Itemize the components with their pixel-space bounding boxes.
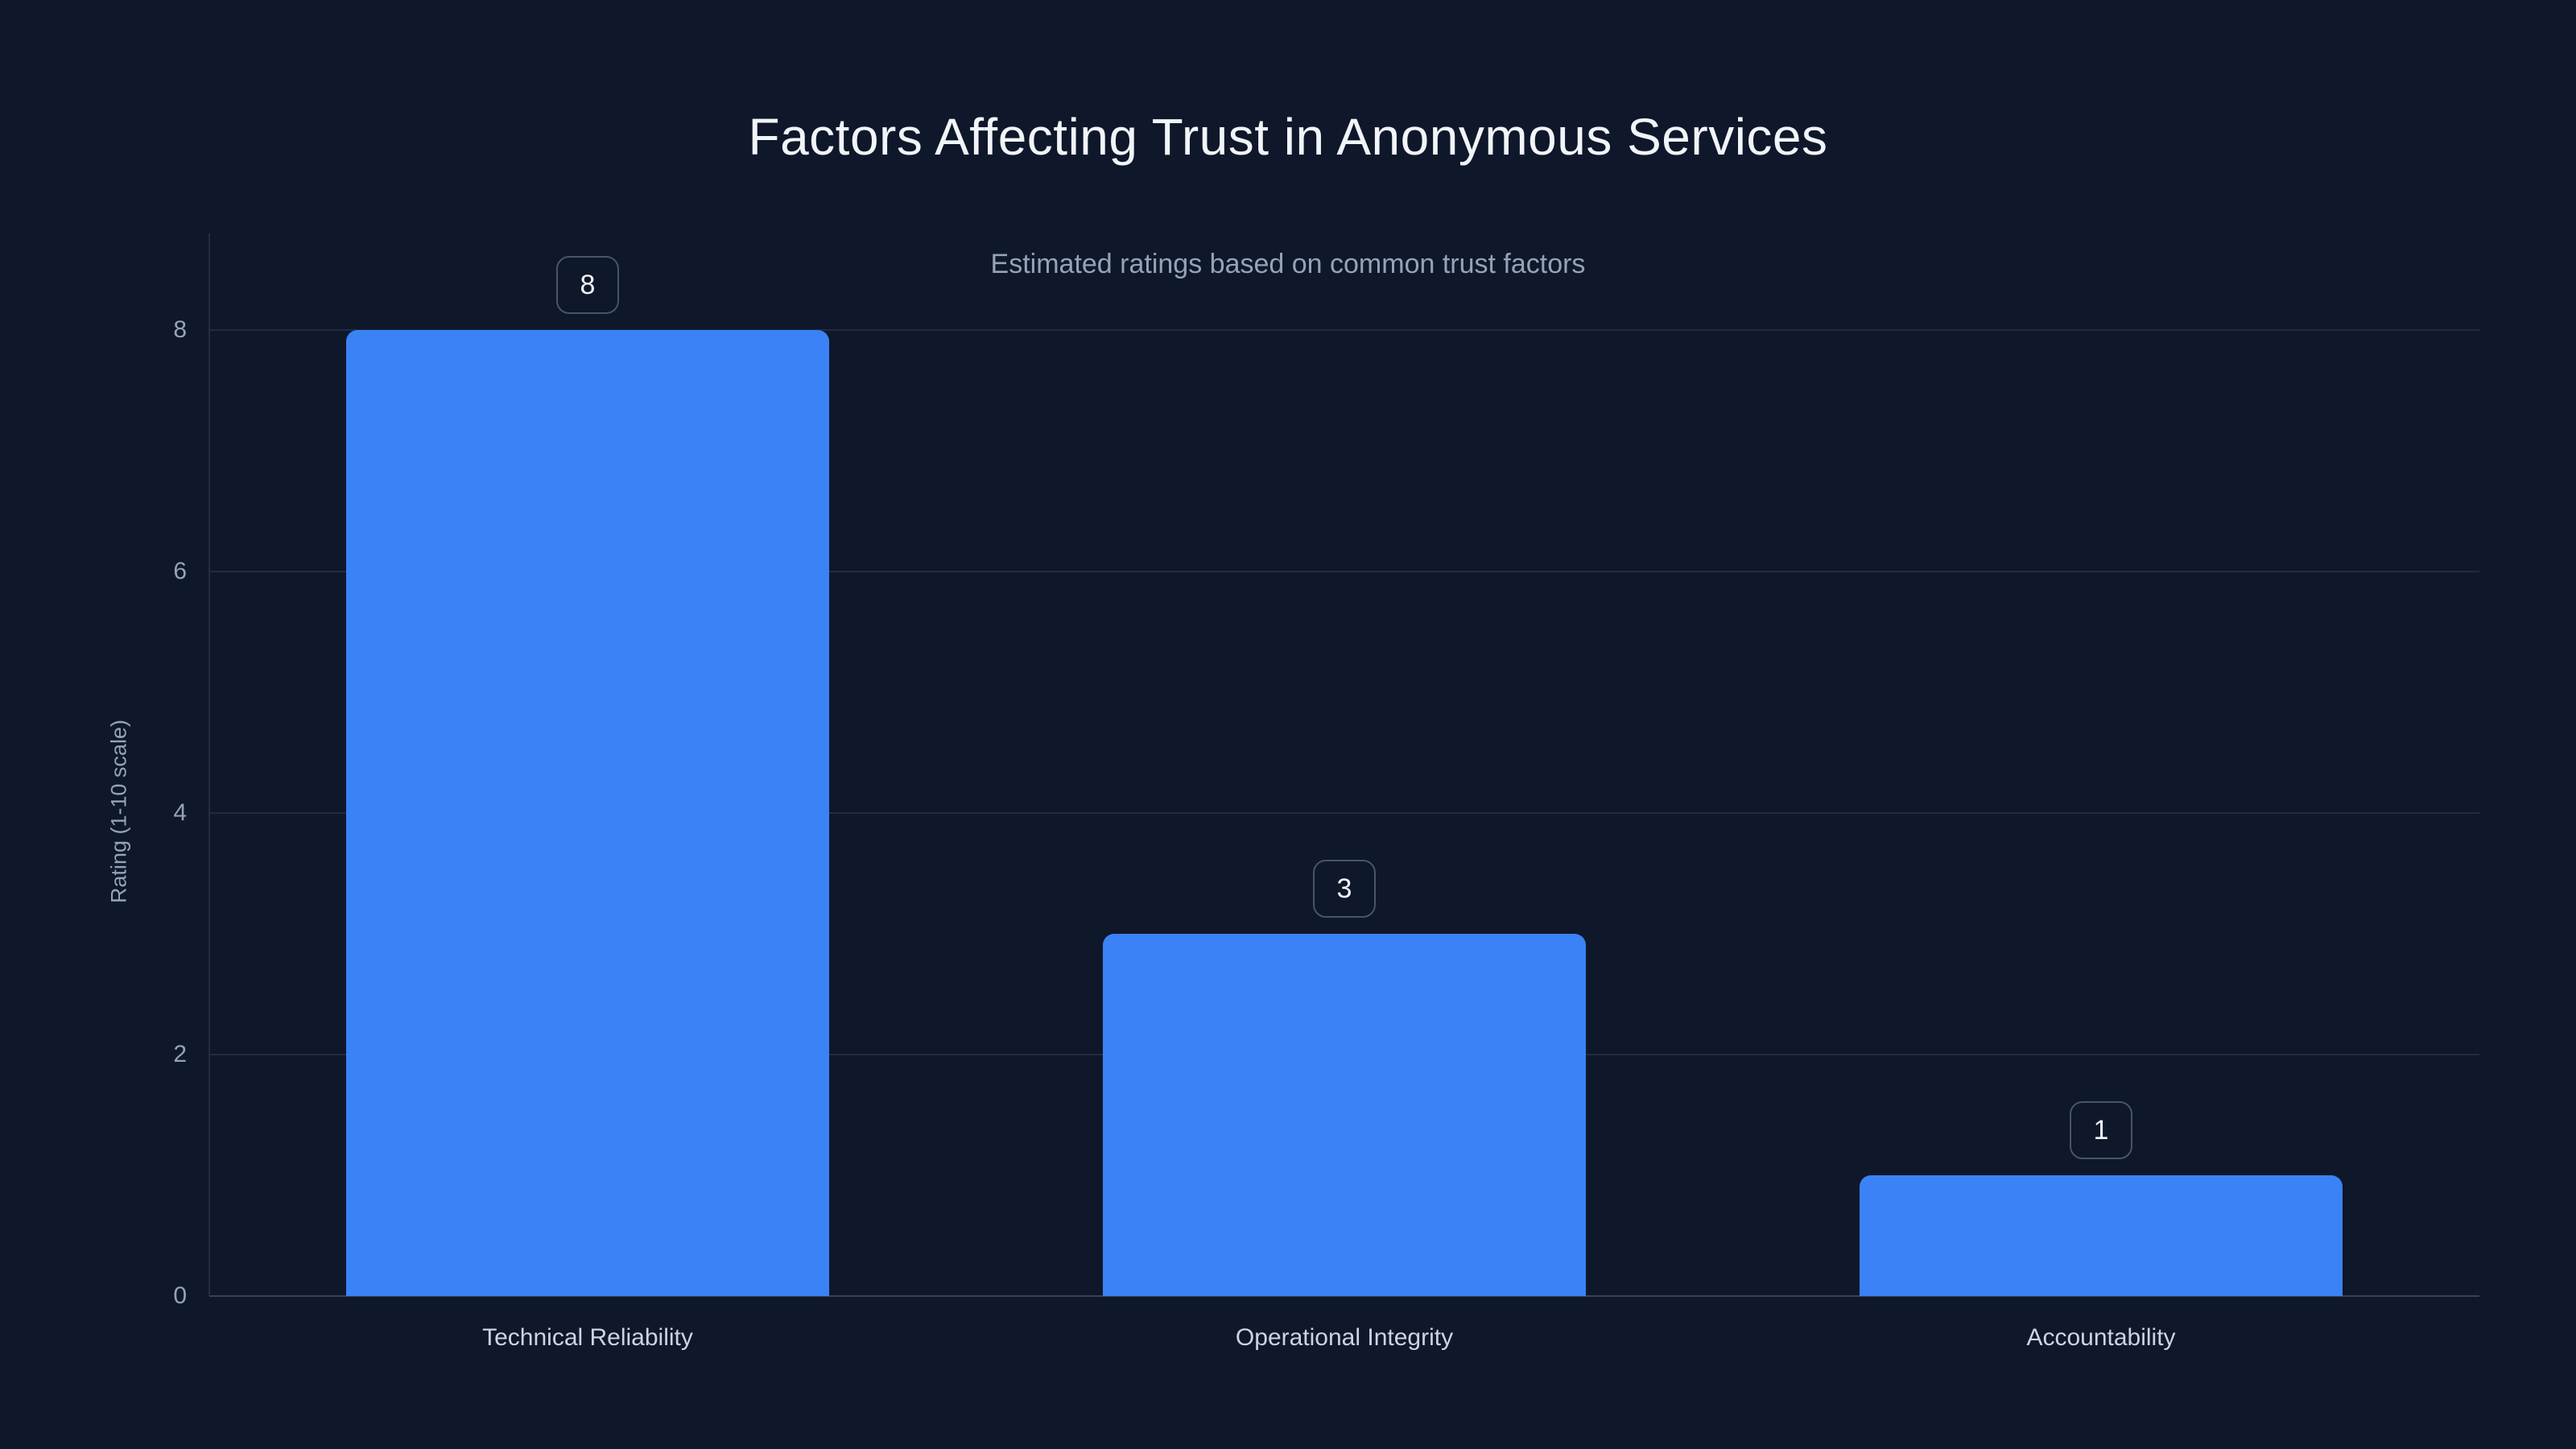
value-badge: 8: [556, 256, 619, 314]
x-axis-category-label: Technical Reliability: [482, 1324, 693, 1351]
gridline-y-6: [209, 571, 2479, 572]
y-axis-title-text: Rating (1-10 scale): [106, 719, 131, 904]
x-axis-line: [209, 1295, 2479, 1297]
value-badge: 3: [1313, 860, 1376, 918]
y-axis-tick-label: 8: [173, 316, 187, 343]
bar-technical-reliability: [346, 330, 829, 1296]
y-axis-tick-label: 2: [173, 1041, 187, 1067]
y-axis-tick-label: 4: [173, 799, 187, 826]
bar-accountability: [1860, 1175, 2343, 1296]
bar-operational-integrity: [1103, 934, 1586, 1296]
y-axis-tick-label: 0: [173, 1282, 187, 1309]
chart-title: Factors Affecting Trust in Anonymous Ser…: [748, 108, 1828, 166]
x-axis-category-label: Operational Integrity: [1235, 1324, 1454, 1351]
x-axis-category-label: Accountability: [2026, 1324, 2176, 1351]
y-axis-tick-label: 6: [173, 558, 187, 584]
chart-subtitle: Estimated ratings based on common trust …: [990, 249, 1586, 279]
y-axis-line: [208, 233, 210, 1296]
value-badge: 1: [2070, 1101, 2132, 1159]
gridline-y-8: [209, 329, 2479, 331]
gridline-y-4: [209, 812, 2479, 814]
